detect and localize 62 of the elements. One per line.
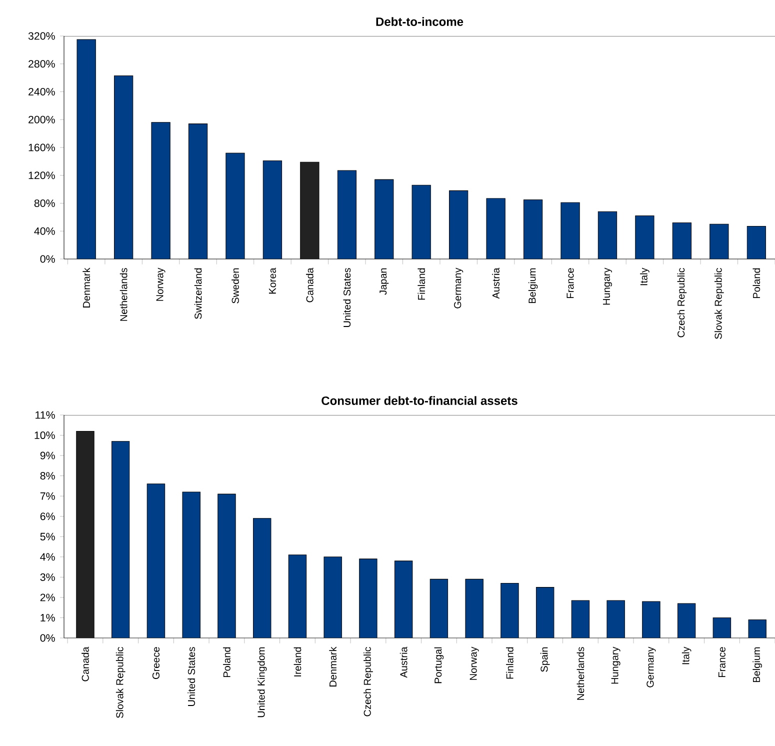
x-tick-label: Belgium	[528, 268, 538, 304]
chart-title: Debt-to-income	[376, 17, 464, 26]
y-tick-label: 2%	[40, 594, 55, 602]
x-tick-label: Czech Republic	[677, 268, 687, 338]
x-tick-label: Korea	[268, 268, 276, 294]
x-tick-label: France	[718, 647, 726, 678]
x-tick-label: Italy	[640, 268, 650, 286]
y-tick-label: 160%	[28, 144, 55, 152]
x-tick-label: Netherlands	[576, 647, 584, 700]
x-tick-label: Canada	[82, 646, 89, 682]
x-tick-label: Italy	[682, 646, 692, 664]
x-tick-label: Spain	[540, 647, 550, 672]
y-tick-label: 80%	[34, 199, 55, 208]
x-tick-label: Switzerland	[194, 268, 202, 319]
y-tick-label: 10%	[34, 431, 55, 440]
y-tick-label: 200%	[28, 116, 55, 124]
x-tick-label: United States	[343, 268, 351, 327]
x-tick-label: France	[566, 268, 574, 298]
x-tick-label: Poland	[223, 647, 230, 678]
x-tick-label: Netherlands	[120, 268, 128, 321]
x-tick-label: Canada	[306, 268, 314, 302]
y-tick-label: 8%	[40, 472, 55, 480]
x-tick-label: Hungary	[611, 646, 620, 684]
y-tick-label: 0%	[40, 634, 55, 642]
x-tick-label: Sweden	[232, 268, 239, 304]
y-tick-label: 4%	[40, 553, 55, 561]
x-tick-label: Norway	[156, 268, 166, 301]
y-tick-label: 320%	[28, 32, 55, 40]
y-tick-label: 11%	[36, 411, 55, 419]
x-tick-label: Denmark	[329, 646, 337, 686]
x-tick-label: Portugal	[434, 647, 444, 684]
x-tick-label: Hungary	[603, 268, 612, 305]
x-tick-label: Belgium	[752, 647, 762, 682]
y-tick-label: 280%	[28, 60, 55, 68]
x-tick-label: Finland	[418, 268, 426, 300]
x-tick-label: Poland	[752, 268, 760, 298]
y-tick-label: 9%	[40, 452, 55, 460]
y-tick-label: 40%	[34, 227, 55, 235]
y-tick-label: 240%	[28, 88, 55, 96]
y-tick-label: 3%	[40, 573, 55, 581]
x-tick-label: Germany	[454, 268, 464, 308]
x-tick-label: Finland	[506, 647, 514, 679]
y-tick-label: 6%	[40, 512, 55, 520]
x-tick-label: United States	[188, 647, 196, 706]
x-tick-label: Austria	[400, 646, 408, 678]
x-tick-label: United Kingdom	[257, 647, 267, 718]
x-tick-label: Slovak Republic	[116, 646, 126, 718]
x-tick-label: Austria	[492, 268, 500, 299]
y-tick-label: 5%	[40, 532, 55, 540]
y-tick-label: 1%	[40, 614, 55, 622]
x-tick-label: Slovak Republic	[714, 268, 724, 339]
y-tick-label: 7%	[40, 492, 55, 500]
y-tick-label: 120%	[28, 172, 55, 180]
y-tick-label: 0%	[40, 255, 55, 263]
x-tick-label: Czech Republic	[364, 646, 373, 716]
x-tick-label: Norway	[470, 646, 479, 680]
x-tick-label: Germany	[646, 646, 656, 688]
x-tick-label: Greece	[152, 647, 160, 679]
x-tick-label: Denmark	[82, 268, 90, 308]
x-tick-label: Japan	[380, 268, 389, 295]
chart-title: Consumer debt-to-financial assets	[322, 396, 518, 405]
x-tick-label: Ireland	[294, 647, 302, 676]
